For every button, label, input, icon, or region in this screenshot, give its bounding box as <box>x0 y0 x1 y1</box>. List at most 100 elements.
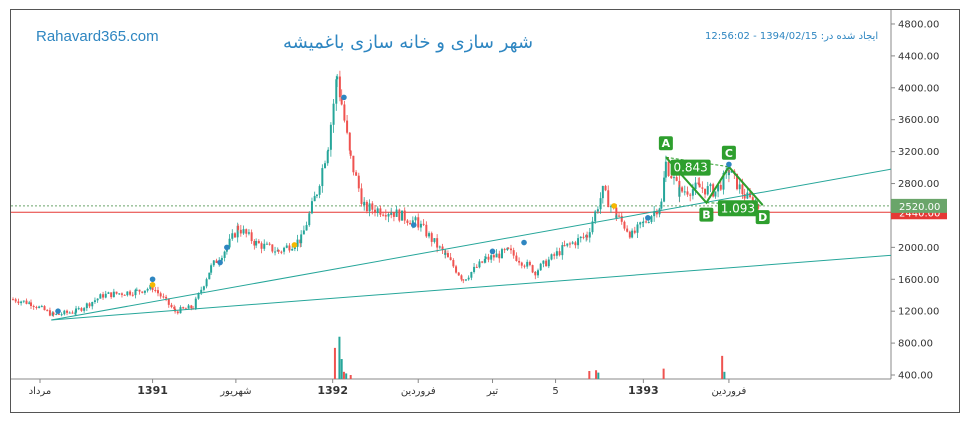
candle-body <box>495 253 498 258</box>
x-tick-label: 1392 <box>317 384 348 397</box>
candle-body <box>686 191 689 195</box>
candle-body <box>401 210 404 221</box>
y-tick-label: 4800.00 <box>898 19 939 30</box>
volume-bar <box>588 371 591 379</box>
candle-body <box>591 221 594 233</box>
candle-body <box>184 308 187 310</box>
candle-body <box>255 240 258 246</box>
candle-body <box>645 221 648 223</box>
candle-body <box>663 177 666 202</box>
candle-body <box>571 242 574 244</box>
candle-body <box>464 279 467 281</box>
candle-body <box>609 206 612 208</box>
candle-body <box>371 203 374 210</box>
volume-bar <box>342 371 345 379</box>
candle-body <box>382 214 385 216</box>
candle-body <box>487 256 490 260</box>
candle-body <box>534 272 537 276</box>
candle-body <box>129 291 132 295</box>
signal-marker <box>645 215 651 221</box>
price-chart[interactable]: 400.00800.001200.001600.002000.002400.00… <box>11 10 959 412</box>
candle-body <box>340 97 343 105</box>
signal-marker <box>726 161 732 168</box>
candle-body <box>620 215 623 222</box>
candle-body <box>667 161 670 176</box>
candle-body <box>200 289 203 294</box>
signal-marker <box>489 248 496 255</box>
candle-body <box>25 300 28 304</box>
candle-body <box>425 224 428 237</box>
y-tick-label: 1200.00 <box>898 307 939 318</box>
candle-body <box>360 188 363 204</box>
pattern-zigzag <box>665 156 764 206</box>
candle-body <box>414 217 417 221</box>
y-tick-label: 3200.00 <box>898 147 939 158</box>
signal-marker <box>149 282 156 288</box>
signal-marker <box>55 308 61 314</box>
candle-body <box>574 242 577 246</box>
x-tick-label: فروردین <box>401 386 436 397</box>
candle-body <box>615 207 618 218</box>
candle-body <box>678 187 681 197</box>
candle-body <box>736 173 739 190</box>
candle-body <box>154 289 157 291</box>
candle-body <box>636 224 639 233</box>
candle-body <box>523 265 526 267</box>
candle-body <box>173 307 176 309</box>
pattern-ratio-label: 0.843 <box>673 161 707 175</box>
candle-body <box>28 302 31 304</box>
candle-body <box>285 245 288 248</box>
candle-body <box>395 209 398 217</box>
candle-body <box>694 182 697 190</box>
candle-body <box>305 225 308 231</box>
candle-body <box>300 234 303 244</box>
candle-body <box>17 301 20 304</box>
candle-body <box>706 186 709 195</box>
candle-body <box>639 222 642 225</box>
candle-body <box>515 255 518 261</box>
candle-body <box>582 236 585 238</box>
candle-body <box>462 279 465 281</box>
candle-body <box>220 257 223 261</box>
candle-body <box>43 306 46 311</box>
x-tick-label: فروردین <box>712 386 747 397</box>
candle-body <box>83 308 86 311</box>
candle-body <box>481 261 484 263</box>
signal-marker <box>149 276 156 283</box>
candle-body <box>324 163 327 169</box>
candle-body <box>586 235 589 238</box>
candle-body <box>228 238 231 248</box>
candle-body <box>568 243 571 245</box>
candle-body <box>263 243 266 249</box>
candle-body <box>71 312 74 314</box>
pattern-ratio-badge <box>670 159 711 176</box>
candle-body <box>80 308 83 311</box>
candle-body <box>392 212 395 217</box>
x-tick-label: 1393 <box>628 384 659 397</box>
candle-body <box>623 221 626 229</box>
candle-body <box>528 261 531 266</box>
candle-body <box>223 251 226 258</box>
candle-body <box>239 229 242 234</box>
volume-bar <box>338 336 341 379</box>
candle-body <box>411 220 414 225</box>
signal-marker <box>410 222 417 228</box>
candle-body <box>403 210 406 221</box>
candle-body <box>577 238 580 246</box>
candle-body <box>293 246 296 250</box>
candle-body <box>182 307 185 309</box>
candle-body <box>653 211 656 217</box>
pattern-point-badge <box>658 136 673 151</box>
candle-body <box>357 175 360 189</box>
candle-body <box>126 291 129 296</box>
y-tick-label: 2000.00 <box>898 243 939 254</box>
candle-body <box>428 233 431 237</box>
candle-body <box>650 216 653 222</box>
candle-body <box>719 184 722 190</box>
candle-body <box>506 247 509 250</box>
candle-body <box>88 303 91 307</box>
candle-body <box>365 201 368 212</box>
candle-body <box>349 150 352 156</box>
candle-body <box>604 185 607 191</box>
candle-body <box>237 225 240 230</box>
